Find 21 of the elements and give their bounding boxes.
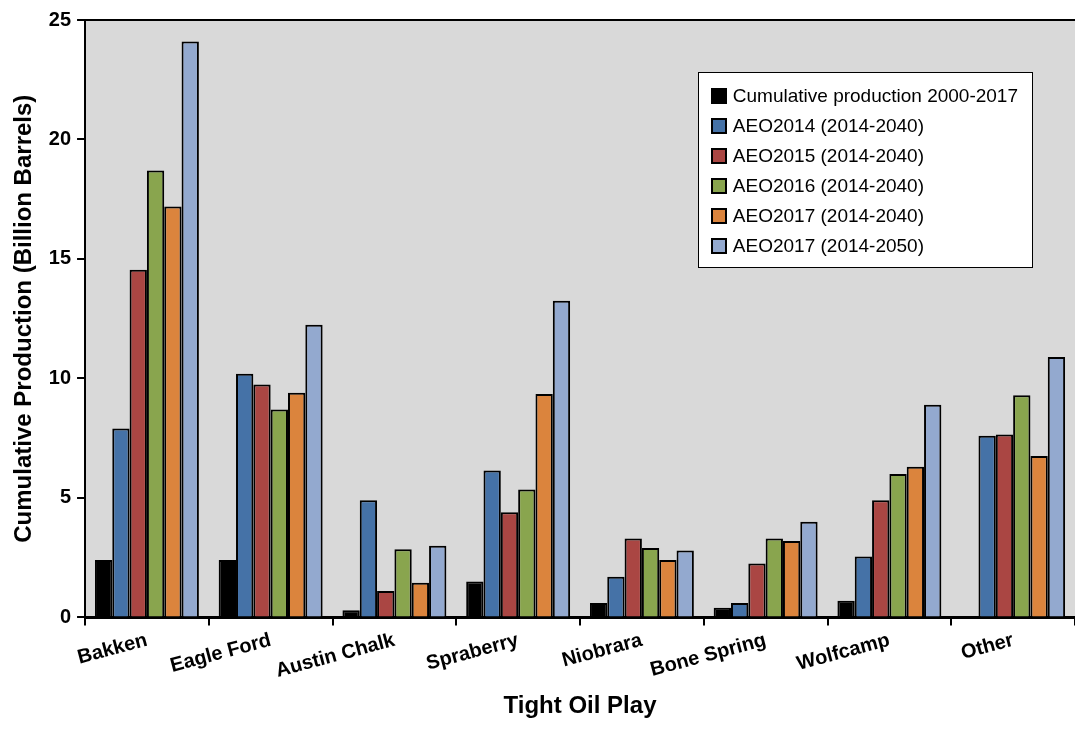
legend-label: AEO2014 (2014-2040) bbox=[732, 115, 924, 137]
x-tick-label: Niobrara bbox=[559, 627, 646, 671]
x-axis-title: Tight Oil Play bbox=[503, 691, 658, 719]
x-tick-label: Other bbox=[958, 627, 1016, 663]
y-tick-label: 0 bbox=[59, 604, 72, 627]
legend-label: AEO2016 (2014-2040) bbox=[732, 175, 924, 197]
y-tick-label: 15 bbox=[48, 246, 72, 269]
legend-label: Cumulative production 2000-2017 bbox=[732, 85, 1018, 107]
y-axis-title: Cumulative Production (Billion Barrels) bbox=[9, 94, 37, 543]
x-tick-label: Bone Spring bbox=[647, 627, 769, 680]
legend-label: AEO2017 (2014-2040) bbox=[732, 205, 924, 227]
y-tick-label: 25 bbox=[48, 7, 72, 30]
x-tick-label: Wolfcamp bbox=[794, 627, 892, 674]
y-tick-label: 5 bbox=[59, 485, 72, 508]
x-tick-label: Austin Chalk bbox=[273, 627, 398, 681]
y-tick-label: 10 bbox=[48, 365, 72, 388]
legend-label: AEO2017 (2014-2050) bbox=[732, 235, 924, 257]
legend-label: AEO2015 (2014-2040) bbox=[732, 145, 924, 167]
x-tick-label: Bakken bbox=[74, 627, 150, 668]
x-tick-label: Eagle Ford bbox=[167, 627, 274, 676]
y-tick-label: 20 bbox=[48, 126, 72, 149]
